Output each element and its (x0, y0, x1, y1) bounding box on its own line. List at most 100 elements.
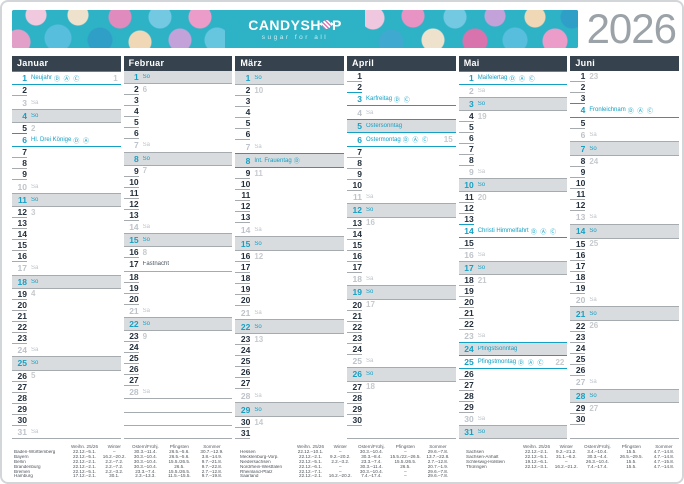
day-row: 14 Sa (123, 221, 233, 234)
day-row: 10 So (458, 179, 568, 192)
week-number: 27 (589, 403, 599, 413)
day-number: 21 (575, 308, 586, 319)
day-row: 25Mi (235, 356, 251, 367)
day-label: Fastnacht (142, 261, 170, 268)
day-row: 14 Christi Himmelfahrt Ⓓ Ⓐ Ⓒ (458, 225, 568, 238)
day-number: 27 (352, 381, 363, 392)
day-row: 22 So (235, 320, 345, 334)
day-number: 28 (464, 391, 474, 401)
day-row: 31 Sa (12, 426, 121, 439)
day-row: 16Mo8 (123, 247, 147, 259)
day-number: 26 (129, 364, 139, 374)
holiday-dates: 30.3.–10.4. (359, 469, 383, 474)
day-number: 22 (17, 321, 27, 332)
day-number: 7 (133, 140, 139, 151)
day-number: 5 (580, 117, 586, 128)
holiday-dates: 15.5./26.5. (168, 459, 191, 464)
day-row: 21Mi (12, 311, 27, 322)
day-number: 24 (575, 342, 586, 353)
state-name: Bayern (14, 454, 29, 459)
day-label: Sa (142, 307, 151, 314)
day-row: 19Mo4 (12, 288, 35, 300)
day-row: 9Fr (12, 169, 27, 181)
day-number: 16 (352, 250, 363, 261)
day-row: 20Mo17 (347, 300, 375, 311)
day-row: 28Mi (12, 393, 27, 404)
day-number: 18 (464, 275, 474, 285)
day-row: 5 Ostersonntag (347, 119, 456, 134)
day-row: 4 So (12, 109, 121, 124)
holiday-dates: 15.5./26.5. (168, 469, 191, 474)
day-row: 18Mi (235, 273, 251, 284)
day-row: 6 Ostermontag Ⓓ Ⓐ Ⓒ 15 (347, 133, 456, 147)
state-name: Baden-Württemberg (14, 449, 56, 454)
day-label: So (31, 278, 39, 285)
holiday-dates: 2.7.–12.8. (201, 469, 223, 474)
day-number: 17 (575, 260, 586, 271)
day-number: 14 (352, 228, 363, 239)
day-row: 22Mi (347, 322, 363, 333)
day-label: So (477, 182, 486, 188)
day-row (570, 425, 680, 440)
day-row: 10Mi (570, 178, 586, 190)
day-number: 29 (17, 403, 27, 414)
day-number: 22 (464, 319, 474, 329)
holiday-dates: 30.3.–10.4. (133, 464, 157, 469)
day-row: 23Mo13 (235, 334, 263, 345)
week-number: 24 (589, 156, 599, 166)
day-row: 5Do (235, 118, 251, 129)
day-label: Neujahr Ⓓ Ⓐ Ⓒ (31, 75, 81, 83)
region-icons: Ⓓ Ⓐ Ⓒ (54, 76, 81, 83)
holiday-dates: 22.12.–5.1. (299, 459, 323, 464)
day-number: 5 (133, 117, 139, 128)
day-row (123, 399, 233, 413)
day-row: 26Mo5 (12, 371, 35, 382)
day-number: 6 (357, 134, 363, 145)
holiday-column-header: Pfingsten (621, 444, 641, 449)
holiday-dates: 15.5./26.5. (394, 459, 417, 464)
day-number: 14 (129, 221, 139, 232)
holiday-dates: 22.12.–5.1. (73, 469, 97, 474)
day-row: 21 Sa (123, 305, 233, 318)
holiday-column-header: Weihn. 25/26 (297, 444, 325, 449)
state-name: Hamburg (14, 474, 33, 479)
holiday-dates: 26.3.–10.4. (585, 459, 609, 464)
day-number: 26 (575, 364, 586, 375)
holiday-dates: 29.6.–7.8. (427, 449, 449, 454)
day-row: 12Fr (570, 200, 586, 212)
day-row: 27Mi (458, 380, 474, 391)
day-row: 20Di (12, 300, 27, 311)
holiday-column-header: Winter (559, 444, 573, 449)
day-number: 19 (17, 288, 27, 299)
day-row: 14 Sa (235, 223, 345, 237)
holiday-dates: 2.2.–7.2. (105, 459, 124, 464)
day-row (347, 426, 456, 439)
week-number: 2 (31, 123, 36, 133)
region-icons: Ⓓ Ⓐ Ⓒ (402, 138, 430, 145)
holiday-column-header: Sommer (203, 444, 221, 449)
day-number: 6 (133, 128, 139, 139)
day-number: 7 (468, 144, 474, 154)
day-row: 1 So (123, 71, 233, 85)
day-label: Sa (31, 183, 39, 190)
day-row: 7 Sa (123, 139, 233, 153)
day-row: 21 Sa (235, 306, 345, 320)
day-number: 14 (575, 226, 586, 237)
day-row: 6 Sa (570, 129, 680, 143)
header: CANDYSH P sugar for all 2026 (12, 8, 677, 50)
day-row: 20 Sa (570, 294, 680, 308)
day-row: 9Mo7 (123, 166, 147, 177)
day-number: 10 (17, 181, 27, 192)
day-row: 19Di (458, 286, 474, 297)
day-row: 15 So (123, 234, 233, 248)
state-name: Bremen (14, 469, 31, 474)
day-row: 15Mo25 (570, 239, 598, 250)
week-number: 26 (589, 321, 599, 331)
day-row: 20Fr (235, 295, 251, 306)
day-number: 17 (464, 263, 474, 273)
day-number: 8 (357, 157, 363, 168)
day-row: 3 Karfreitag Ⓓ Ⓒ (347, 93, 456, 107)
day-number: 21 (240, 307, 251, 318)
week-number: 9 (142, 331, 148, 341)
